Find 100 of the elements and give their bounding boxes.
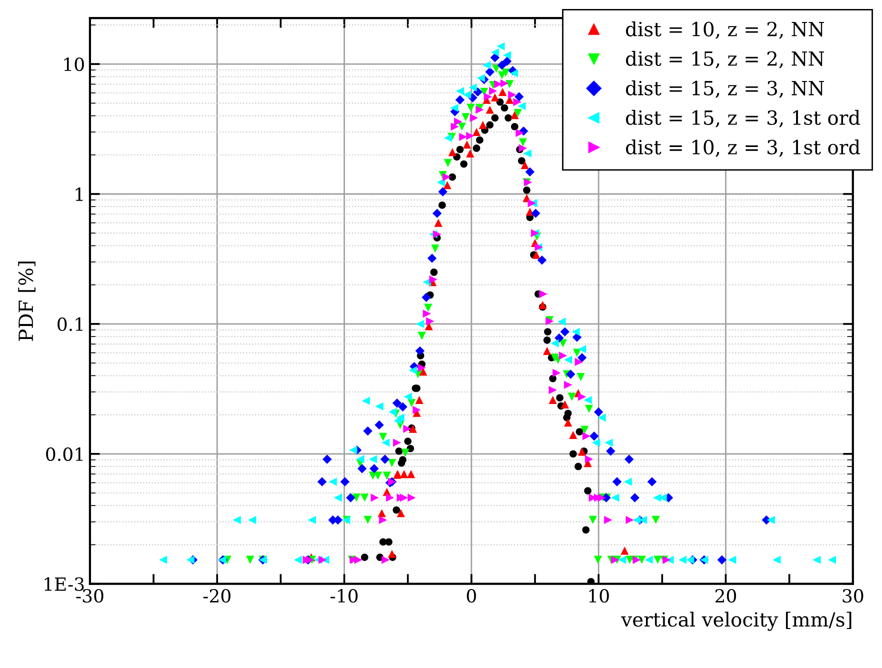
point	[438, 202, 446, 209]
point	[415, 346, 425, 356]
point	[454, 118, 462, 126]
legend-label: dist = 10, z = 2, NN	[626, 21, 824, 39]
point	[490, 93, 499, 102]
point	[455, 95, 465, 104]
point	[400, 494, 408, 502]
point	[558, 352, 568, 360]
point	[484, 92, 492, 101]
point	[532, 250, 540, 259]
point	[360, 554, 368, 561]
point	[569, 430, 578, 439]
point	[422, 310, 431, 318]
point	[462, 140, 472, 149]
point	[500, 104, 508, 112]
point	[543, 346, 552, 355]
point	[577, 353, 587, 362]
point	[514, 92, 524, 102]
point	[472, 128, 481, 136]
point	[564, 418, 572, 427]
point	[584, 487, 592, 494]
point	[399, 456, 406, 464]
point	[438, 187, 448, 196]
point	[502, 56, 512, 66]
point	[357, 464, 367, 474]
point	[498, 88, 507, 96]
point	[552, 368, 561, 377]
point	[317, 477, 327, 486]
point	[491, 114, 499, 122]
y-tick-label: 0.01	[46, 447, 83, 462]
point	[340, 477, 350, 486]
point	[574, 358, 583, 366]
point	[433, 230, 442, 238]
point	[606, 446, 616, 456]
point	[380, 454, 390, 464]
point	[408, 494, 416, 502]
legend-label: dist = 10, z = 3, 1st ord	[626, 139, 860, 157]
point	[620, 546, 629, 555]
y-tick-label: 0.1	[58, 317, 83, 332]
point	[346, 493, 356, 502]
point	[395, 447, 403, 455]
point	[426, 317, 434, 326]
point	[418, 364, 426, 372]
point	[354, 556, 362, 564]
point	[626, 516, 634, 524]
point	[386, 494, 394, 502]
point	[370, 464, 379, 474]
point	[486, 106, 494, 114]
point	[456, 146, 464, 154]
x-tick-label: 30	[842, 589, 864, 603]
x-tick-label: 0	[466, 589, 476, 603]
point	[398, 402, 408, 412]
point	[466, 132, 474, 140]
point	[537, 255, 547, 265]
point	[322, 454, 332, 464]
point	[548, 396, 557, 404]
point	[564, 380, 572, 389]
x-tick-label: -10	[330, 589, 358, 603]
point	[566, 370, 576, 379]
point	[510, 122, 518, 130]
point	[523, 186, 530, 194]
point	[478, 120, 487, 129]
point	[412, 406, 421, 414]
point	[459, 132, 468, 141]
point	[363, 426, 372, 436]
point	[370, 494, 379, 502]
point	[624, 454, 634, 464]
y-axis-title: PDF [%]	[18, 262, 36, 341]
point	[404, 438, 412, 445]
point	[379, 516, 388, 524]
x-tick-label: 10	[589, 589, 609, 603]
x-axis-title: vertical velocity [mm/s]	[621, 612, 852, 631]
x-tick-label: 20	[715, 589, 736, 603]
point	[378, 509, 386, 518]
point	[604, 516, 612, 524]
point	[485, 67, 494, 77]
point	[374, 420, 384, 430]
point	[443, 181, 452, 190]
point	[594, 407, 604, 417]
point	[448, 148, 456, 156]
point	[531, 208, 540, 218]
point	[466, 149, 474, 158]
point	[510, 111, 519, 120]
point	[576, 428, 584, 436]
point	[472, 144, 480, 152]
point	[632, 556, 641, 564]
y-tick-label: 1	[76, 187, 83, 201]
point	[647, 477, 657, 486]
x-tick-label: -20	[203, 589, 230, 603]
point	[400, 470, 408, 478]
point	[460, 160, 468, 168]
point	[422, 292, 431, 302]
point	[582, 526, 590, 534]
point	[448, 173, 456, 181]
point	[574, 462, 582, 470]
legend-label: dist = 15, z = 3, NN	[626, 80, 824, 98]
point	[587, 578, 595, 584]
point	[476, 136, 484, 144]
x-tick-label: -30	[76, 589, 104, 603]
point	[427, 254, 437, 263]
